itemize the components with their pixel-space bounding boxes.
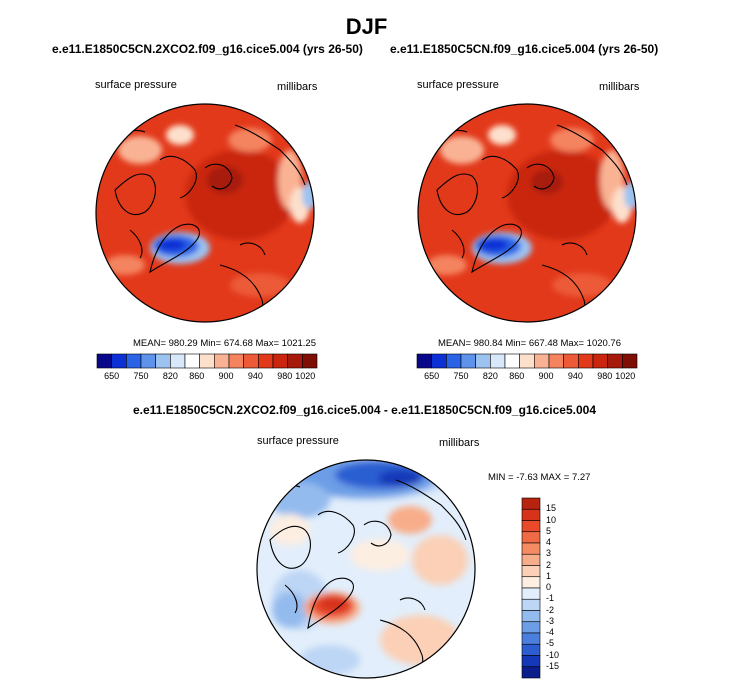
panel-3-colorbar-swatch: [521, 508, 541, 521]
panel-1-title: e.e11.E1850C5CN.2XCO2.f09_g16.cice5.004 …: [52, 42, 363, 56]
panel-3-stats: MIN = -7.63 MAX = 7.27: [488, 472, 591, 483]
panel-3-colorbar-swatch: [521, 565, 541, 578]
panel-2-colorbar-tick-label: 1020: [615, 371, 636, 381]
panel-2-stats: MEAN= 980.84 Min= 667.48 Max= 1020.76: [438, 338, 621, 349]
panel-2-colorbar: [416, 353, 638, 369]
panel-3-colorbar-swatch: [521, 655, 541, 668]
panel-3-colorbar-swatch: [521, 598, 541, 611]
panel-3-colorbar-tick-label: 1: [546, 570, 552, 581]
panel-2-units-label: millibars: [599, 81, 640, 93]
panel-3-colorbar-tick-label: 10: [546, 514, 557, 525]
panel-3-colorbar-tick-label: 0: [546, 582, 552, 592]
panel-2-colorbar-tick-label: 860: [509, 371, 525, 381]
panel-3-colorbar-tick-label: -2: [546, 604, 555, 615]
panel-2-title: e.e11.E1850C5CN.f09_g16.cice5.004 (yrs 2…: [390, 42, 659, 56]
panel-2-colorbar-tick-label: 900: [538, 371, 554, 381]
panel-1-colorbar-tick-label: 980: [277, 371, 293, 381]
panel-1-stats: MEAN= 980.29 Min= 674.68 Max= 1021.25: [133, 338, 316, 349]
panel-3-colorbar-swatch: [521, 553, 541, 566]
panel-2-colorbar-tick-label: 750: [453, 371, 469, 381]
panel-2-colorbar-tick-label: 980: [597, 371, 613, 381]
panel-3-colorbar-tick-label: 4: [546, 537, 552, 547]
panel-1-variable-label: surface pressure: [95, 79, 177, 91]
panel-3-colorbar-swatch: [521, 643, 541, 656]
panel-1-colorbar: [96, 353, 318, 369]
panel-3-colorbar-tick-label: -1: [546, 593, 555, 604]
panel-3-colorbar-swatch: [521, 632, 541, 645]
panel-3-colorbar-swatch: [521, 666, 541, 679]
panel-3-colorbar: [521, 497, 541, 679]
panel-2-colorbar-tick-label: 650: [424, 371, 440, 381]
panel-3-units-label: millibars: [439, 437, 480, 449]
panel-2-variable-label: surface pressure: [417, 79, 499, 91]
panel-2-colorbar-tick-label: 940: [567, 371, 583, 381]
panel-3-colorbar-tick-label: -3: [546, 615, 555, 626]
panel-1-colorbar-tick-label: 940: [247, 371, 263, 381]
panel-1-colorbar-swatch: [302, 353, 318, 369]
panel-3-colorbar-tick-label: 3: [546, 548, 552, 559]
panel-1-colorbar-tick-label: 750: [133, 371, 149, 381]
panel-3-colorbar-swatch: [521, 610, 541, 623]
panel-1-colorbar-tick-label: 1020: [295, 371, 316, 381]
panel-3-colorbar-tick-label: 2: [546, 559, 552, 570]
panel-3-colorbar-swatch: [521, 542, 541, 555]
panel-3-colorbar-tick-label: -4: [546, 627, 555, 637]
panel-2-colorbar-tick-label: 820: [482, 371, 498, 381]
panel-3-colorbar-tick-label: 15: [546, 503, 557, 514]
panel-3-colorbar-swatch: [521, 576, 541, 589]
panel-1-colorbar-tick-label: 820: [162, 371, 178, 381]
main-title: DJF: [345, 14, 388, 39]
panel-3-colorbar-tick-label: -5: [546, 638, 555, 649]
panel-3-colorbar-swatch: [521, 587, 541, 600]
panel-3-colorbar-swatch: [521, 621, 541, 634]
panel-3-colorbar-swatch: [521, 497, 541, 510]
panel-3-colorbar-tick-label: 5: [546, 525, 552, 536]
panel-3-colorbar-tick-label: -15: [546, 660, 560, 671]
panel-1-colorbar-tick-label: 900: [218, 371, 234, 381]
panel-1-colorbar-tick-label: 650: [104, 371, 120, 381]
panel-3-colorbar-swatch: [521, 520, 541, 533]
panel-1-units-label: millibars: [277, 81, 318, 93]
panel-3-colorbar-tick-label: -10: [546, 649, 560, 660]
panel-1-colorbar-tick-label: 860: [189, 371, 205, 381]
panel-3-variable-label: surface pressure: [257, 435, 339, 447]
panel-2-colorbar-swatch: [622, 353, 638, 369]
panel-3-colorbar-swatch: [521, 531, 541, 544]
panel-3-title: e.e11.E1850C5CN.2XCO2.f09_g16.cice5.004 …: [133, 403, 596, 417]
